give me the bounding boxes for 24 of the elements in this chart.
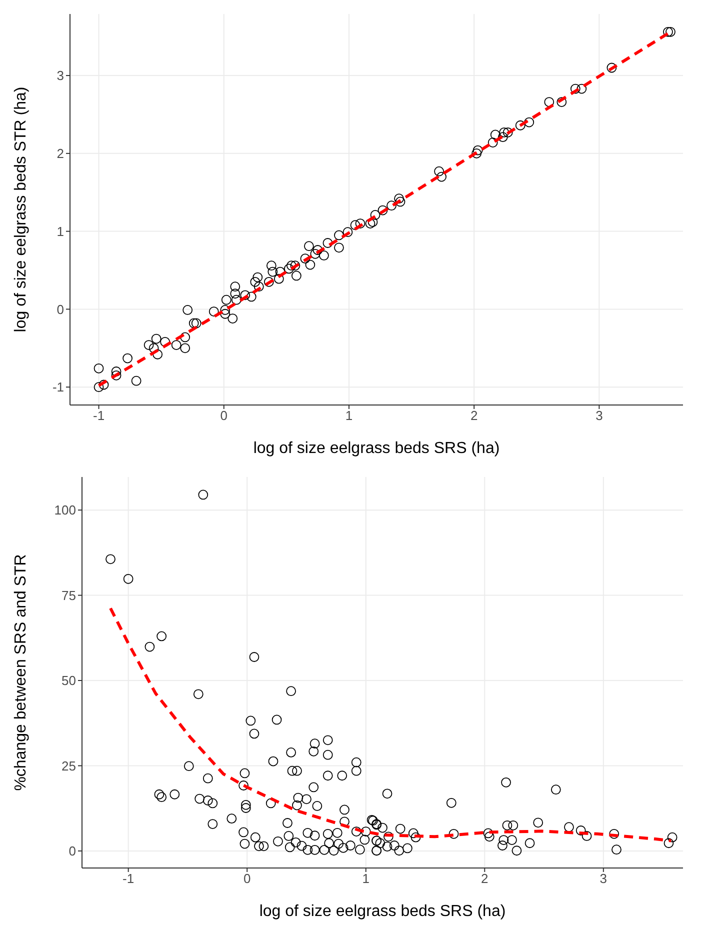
y-tick-label: 2 xyxy=(56,146,64,162)
y-axis-title: log of size eelgrass beds STR (ha) xyxy=(12,86,30,332)
x-axis-title: log of size eelgrass beds SRS (ha) xyxy=(259,903,506,920)
y-tick-label: 25 xyxy=(62,758,76,774)
x-tick-label: 2 xyxy=(481,871,488,886)
y-tick-label: 50 xyxy=(62,673,76,688)
y-tick-label: 100 xyxy=(54,502,76,518)
x-tick-label: -1 xyxy=(122,871,134,886)
x-tick-label: 1 xyxy=(345,408,353,424)
x-tick-label: 1 xyxy=(362,871,370,886)
y-tick-label: 1 xyxy=(56,224,64,239)
x-tick-label: 3 xyxy=(596,408,603,424)
x-tick-label: 2 xyxy=(470,408,478,424)
x-tick-label: -1 xyxy=(92,408,105,424)
y-tick-label: 0 xyxy=(68,844,76,859)
x-tick-label: 3 xyxy=(600,871,608,886)
y-tick-label: 75 xyxy=(62,588,76,603)
y-tick-label: 0 xyxy=(56,302,64,317)
x-tick-label: 0 xyxy=(220,408,228,424)
y-axis-title: %change between SRS and STR xyxy=(12,554,30,791)
y-tick-label: -1 xyxy=(52,380,64,395)
y-tick-label: 3 xyxy=(56,68,64,84)
x-axis-title: log of size eelgrass beds SRS (ha) xyxy=(253,440,500,457)
x-tick-label: 0 xyxy=(243,871,251,886)
